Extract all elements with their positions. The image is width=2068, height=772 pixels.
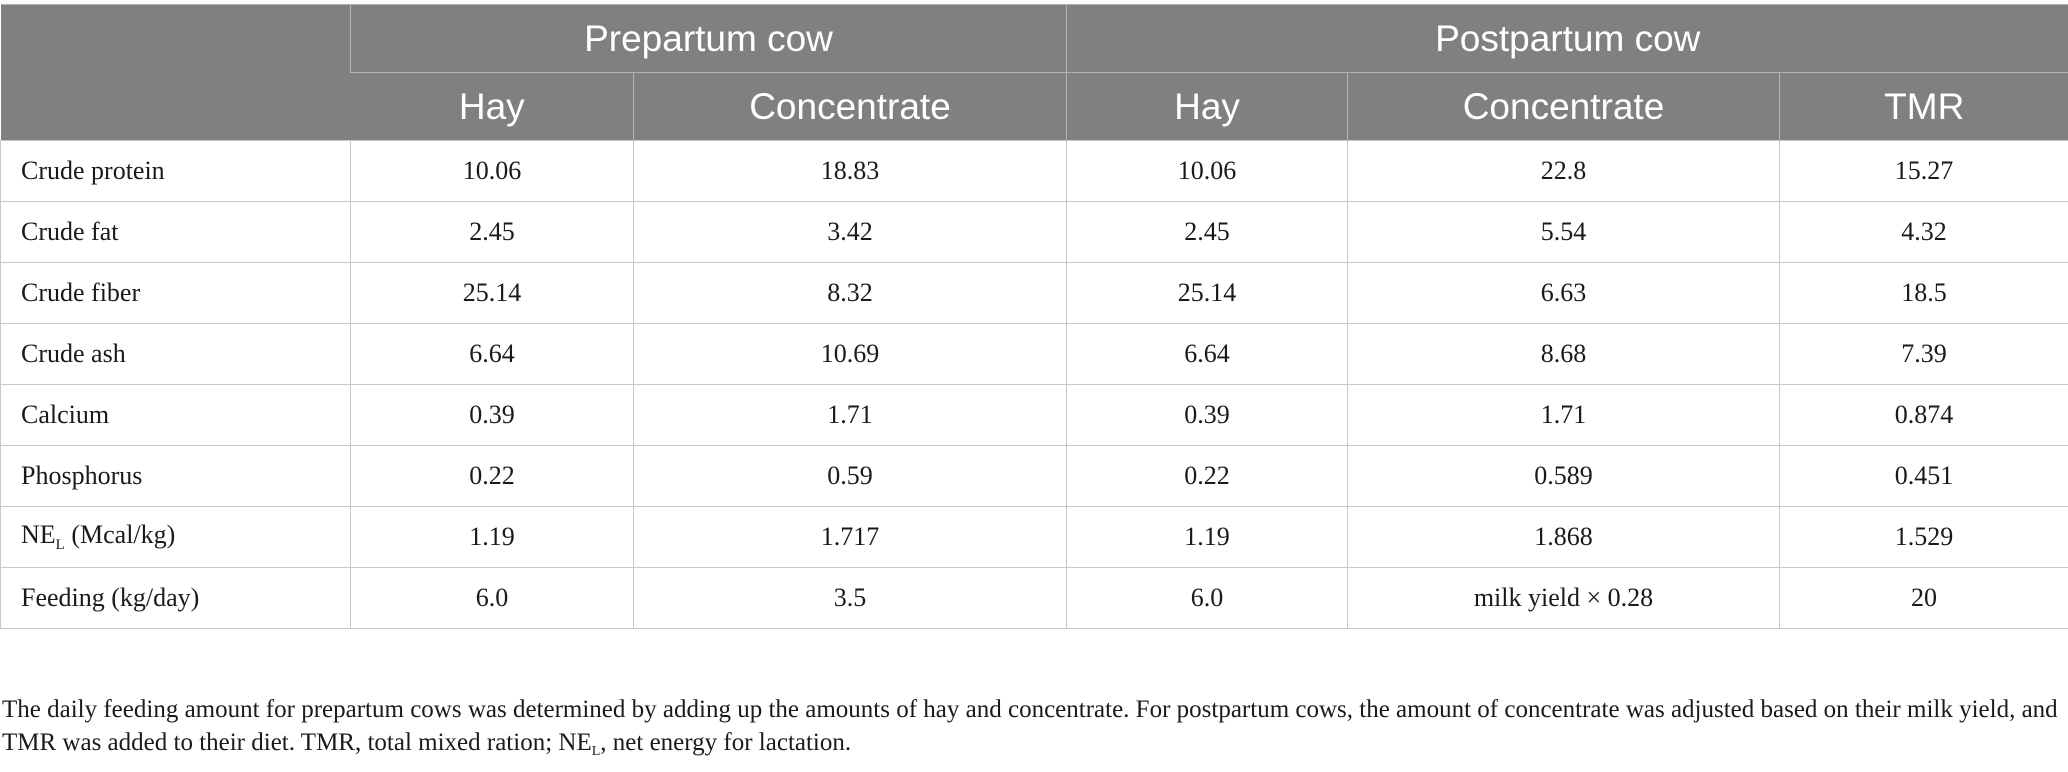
row-label-unit: (Mcal/kg) [64, 520, 176, 549]
table-cell: 1.717 [633, 506, 1067, 568]
table-cell: 3.5 [633, 567, 1067, 629]
row-label-main: NE [21, 520, 56, 549]
table-cell: 3.42 [633, 201, 1067, 263]
table-cell: 1.71 [1347, 384, 1780, 446]
table-row: NEL (Mcal/kg) 1.19 1.717 1.19 1.868 1.52… [0, 506, 2068, 568]
row-label: Feeding (kg/day) [0, 567, 351, 629]
table-cell: 10.06 [1066, 140, 1348, 202]
header-empty-cell [0, 4, 351, 141]
table-cell: 10.69 [633, 323, 1067, 385]
table-row: Crude protein 10.06 18.83 10.06 22.8 15.… [0, 140, 2068, 202]
table-footnote: The daily feeding amount for prepartum c… [2, 693, 2062, 768]
table-cell: 0.39 [350, 384, 634, 446]
header-col-concentrate-post: Concentrate [1347, 72, 1780, 141]
table-cell: 0.451 [1779, 445, 2068, 507]
footnote-subscript: L [591, 744, 601, 759]
table-cell: 2.45 [350, 201, 634, 263]
table-cell: 0.22 [1066, 445, 1348, 507]
table-cell: 4.32 [1779, 201, 2068, 263]
header-row-columns: Hay Concentrate Hay Concentrate TMR [1, 72, 2068, 141]
table-cell: 0.589 [1347, 445, 1780, 507]
header-group-postpartum: Postpartum cow [1066, 4, 2068, 73]
table-cell: 1.19 [1066, 506, 1348, 568]
table-cell: 8.32 [633, 262, 1067, 324]
nutrient-table-container: Prepartum cow Postpartum cow Hay Concent… [0, 4, 2068, 629]
table-cell: 1.19 [350, 506, 634, 568]
table-cell: 1.71 [633, 384, 1067, 446]
table-row: Crude fiber 25.14 8.32 25.14 6.63 18.5 [0, 262, 2068, 324]
table-cell: 6.0 [350, 567, 634, 629]
table-cell: 22.8 [1347, 140, 1780, 202]
table-cell: 5.54 [1347, 201, 1780, 263]
table-row: Crude ash 6.64 10.69 6.64 8.68 7.39 [0, 323, 2068, 385]
row-label: Crude ash [0, 323, 351, 385]
table-row: Crude fat 2.45 3.42 2.45 5.54 4.32 [0, 201, 2068, 263]
table-cell: 0.22 [350, 445, 634, 507]
row-label: Crude protein [0, 140, 351, 202]
table-cell: milk yield × 0.28 [1347, 567, 1780, 629]
table-cell: 0.874 [1779, 384, 2068, 446]
row-label: Calcium [0, 384, 351, 446]
row-label-subscript: L [55, 537, 65, 553]
table-cell: 15.27 [1779, 140, 2068, 202]
header-col-hay-pre: Hay [350, 72, 634, 141]
table-cell: 6.64 [350, 323, 634, 385]
table-cell: 18.83 [633, 140, 1067, 202]
table-cell: 0.39 [1066, 384, 1348, 446]
row-label: Crude fat [0, 201, 351, 263]
footnote-text: The daily feeding amount for prepartum c… [2, 696, 2058, 756]
table-cell: 0.59 [633, 445, 1067, 507]
row-label: Crude fiber [0, 262, 351, 324]
table-cell: 6.0 [1066, 567, 1348, 629]
table-cell: 7.39 [1779, 323, 2068, 385]
row-label: Phosphorus [0, 445, 351, 507]
nutrient-table: Prepartum cow Postpartum cow Hay Concent… [0, 4, 2068, 629]
header-col-tmr: TMR [1779, 72, 2068, 141]
header-row-groups: Prepartum cow Postpartum cow [0, 4, 2068, 141]
table-cell: 10.06 [350, 140, 634, 202]
table-cell: 6.63 [1347, 262, 1780, 324]
table-cell: 20 [1779, 567, 2068, 629]
footnote-text-end: , net energy for lactation. [600, 729, 852, 756]
table-cell: 6.64 [1066, 323, 1348, 385]
row-label: NEL (Mcal/kg) [0, 506, 351, 568]
table-row: Phosphorus 0.22 0.59 0.22 0.589 0.451 [0, 445, 2068, 507]
header-group-prepartum: Prepartum cow [350, 4, 1067, 73]
table-row: Calcium 0.39 1.71 0.39 1.71 0.874 [0, 384, 2068, 446]
table-cell: 8.68 [1347, 323, 1780, 385]
header-col-hay-post: Hay [1066, 72, 1348, 141]
table-cell: 2.45 [1066, 201, 1348, 263]
table-cell: 18.5 [1779, 262, 2068, 324]
table-cell: 1.868 [1347, 506, 1780, 568]
table-cell: 25.14 [1066, 262, 1348, 324]
table-row: Feeding (kg/day) 6.0 3.5 6.0 milk yield … [0, 567, 2068, 629]
table-cell: 1.529 [1779, 506, 2068, 568]
table-cell: 25.14 [350, 262, 634, 324]
header-col-concentrate-pre: Concentrate [633, 72, 1067, 141]
